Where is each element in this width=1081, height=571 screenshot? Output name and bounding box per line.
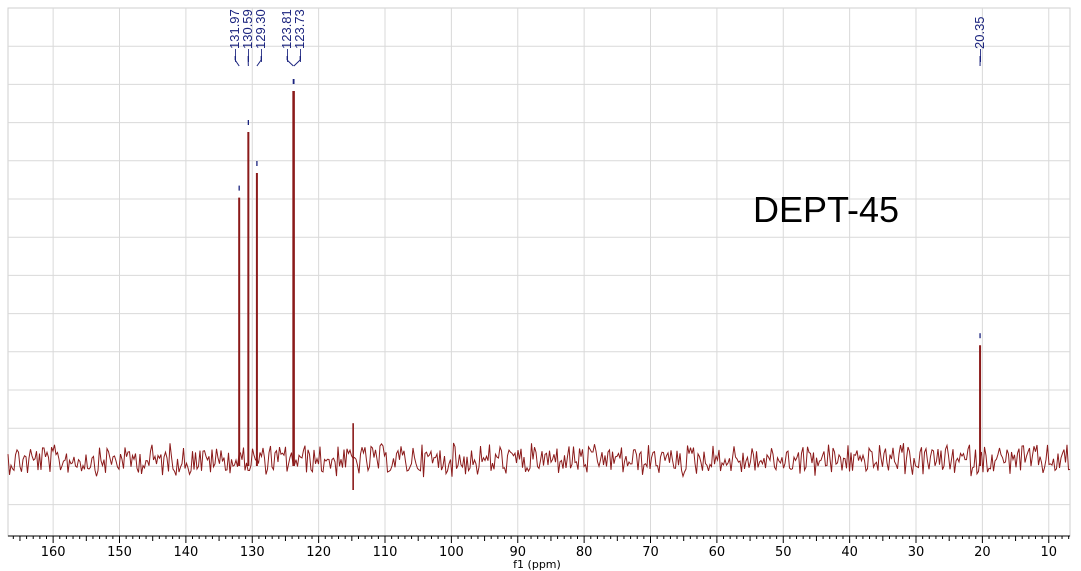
x-tick-label: 130 (240, 545, 265, 560)
peak-label: —130.59 (240, 9, 255, 62)
x-axis-title: f1 (ppm) (513, 558, 561, 571)
baseline-noise-trace (7, 442, 1071, 479)
peak-labels: —131.97—130.59—129.30 —123.81—123.73 —20.3… (227, 9, 987, 67)
x-axis: 160 150 140 130 120 110 100 90 80 70 60 50 40 30 20 10 (8, 535, 1070, 560)
x-tick-label: 20 (974, 545, 991, 560)
spectrum-annotation: DEPT-45 (753, 189, 899, 230)
peak-label-leader (234, 56, 240, 67)
peak-label-leader (256, 56, 262, 67)
x-tick-label: 40 (841, 545, 858, 560)
peak-label-leader (286, 56, 294, 67)
x-tick-label: 150 (107, 545, 132, 560)
x-tick-label: 120 (306, 545, 331, 560)
x-tick-label: 90 (509, 545, 526, 560)
x-tick-label: 50 (775, 545, 792, 560)
peak-label: —123.81 (279, 9, 294, 62)
spectrum-peaks (238, 79, 982, 466)
spectrum-noise (7, 423, 1071, 490)
peak-label: —20.35 (972, 16, 987, 62)
x-tick-label: 110 (373, 545, 398, 560)
x-tick-label: 60 (709, 545, 726, 560)
x-tick-label: 100 (439, 545, 464, 560)
x-tick-label: 10 (1040, 545, 1057, 560)
x-tick-label: 30 (908, 545, 925, 560)
peak-label-leader (293, 56, 301, 67)
x-tick-label: 70 (642, 545, 659, 560)
peak-label: —131.97 (227, 9, 242, 62)
x-tick-label: 160 (41, 545, 66, 560)
peak-label: —129.30 (253, 9, 268, 62)
peak-label: —123.73 (292, 9, 307, 62)
x-tick-label: 140 (173, 545, 198, 560)
x-tick-label: 80 (576, 545, 593, 560)
